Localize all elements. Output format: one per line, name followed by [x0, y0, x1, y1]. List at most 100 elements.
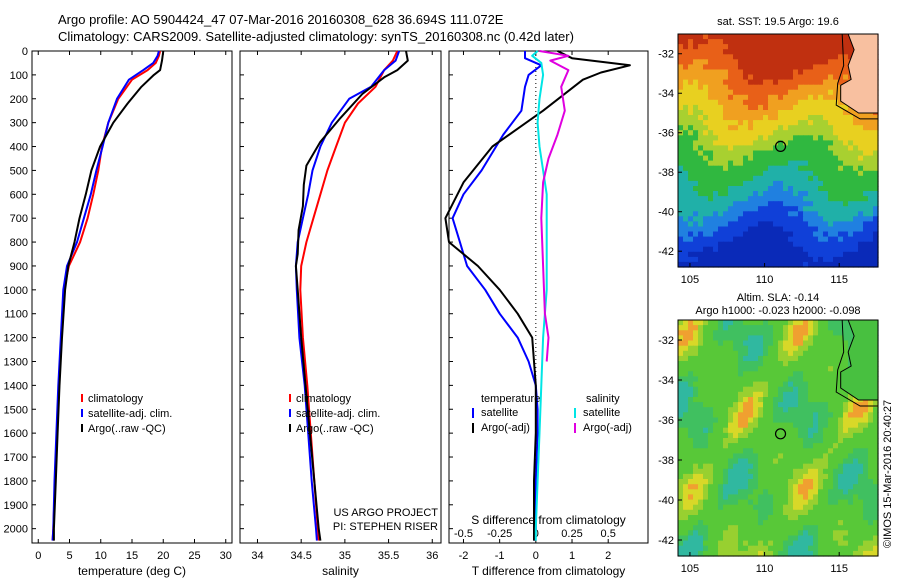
- sla-map-grid-cell: [753, 484, 759, 490]
- sla-map-grid-cell: [803, 407, 809, 413]
- sst-map-grid-cell: [768, 135, 774, 141]
- sst-map-grid-cell: [733, 39, 739, 45]
- sst-map-grid-cell: [713, 231, 719, 238]
- sla-map-grid-cell: [783, 422, 789, 429]
- sla-map-grid-cell: [793, 540, 799, 547]
- sla-map-grid-cell: [798, 381, 804, 388]
- sla-map-grid-cell: [783, 320, 789, 326]
- sla-map-grid-cell: [843, 515, 849, 521]
- sla-map-grid-cell: [683, 427, 689, 434]
- salinity-project-annotation: PI: STEPHEN RISER: [333, 521, 438, 533]
- sla-map-grid-cell: [788, 350, 794, 357]
- sst-map-grid-cell: [798, 261, 804, 268]
- sla-map-grid-cell: [798, 443, 804, 449]
- sst-map-grid-cell: [843, 49, 849, 55]
- sla-map-grid-cell: [748, 438, 754, 444]
- sla-map-grid-cell: [723, 350, 729, 357]
- sst-map-grid-cell: [828, 246, 834, 253]
- sla-map-grid-cell: [713, 489, 719, 495]
- sla-map-grid-cell: [803, 432, 809, 439]
- sst-map-grid-cell: [808, 110, 814, 116]
- sla-map-grid-cell: [818, 340, 824, 347]
- sst-map-grid-cell: [813, 155, 819, 162]
- sst-map-grid-cell: [678, 140, 684, 147]
- sla-map-grid-cell: [743, 350, 749, 357]
- sla-map-grid-cell: [733, 335, 739, 342]
- sst-map-grid-cell: [843, 201, 849, 207]
- sst-map-grid-cell: [713, 99, 719, 106]
- sst-map-grid-cell: [688, 201, 694, 207]
- sla-map-grid-cell: [768, 330, 774, 336]
- sst-map-grid-cell: [843, 211, 849, 217]
- sst-map-grid-cell: [813, 201, 819, 207]
- sst-map-grid-cell: [753, 160, 759, 167]
- sla-map-grid-cell: [683, 402, 689, 408]
- sst-map-grid-cell: [753, 180, 759, 187]
- sla-map-grid-cell: [783, 525, 789, 531]
- sla-map-grid-cell: [733, 402, 739, 408]
- sla-map-grid-cell: [783, 515, 789, 521]
- sst-map-grid-cell: [723, 104, 729, 111]
- sst-map-grid-cell: [833, 94, 839, 101]
- sst-map-grid-cell: [758, 155, 764, 162]
- sla-map-grid-cell: [693, 376, 699, 383]
- sst-map-grid-cell: [758, 256, 764, 263]
- sla-map-grid-cell: [678, 391, 684, 398]
- sst-map-grid-cell: [743, 120, 749, 126]
- sst-map-grid-cell: [688, 59, 694, 65]
- sst-map-grid-cell: [693, 231, 699, 238]
- sst-map-grid-cell: [703, 110, 709, 116]
- sst-map-grid-cell: [798, 191, 804, 197]
- sst-map-grid-cell: [793, 39, 799, 45]
- temperature-legend-label: climatology: [88, 393, 144, 405]
- sst-map-grid-cell: [688, 94, 694, 101]
- sst-map-grid-cell: [693, 79, 699, 86]
- sst-map-grid-cell: [683, 165, 689, 172]
- sla-map-grid-cell: [738, 535, 744, 542]
- sla-map-grid-cell: [783, 355, 789, 362]
- sst-map-grid-cell: [698, 79, 704, 86]
- salinity-xtick-label: 35: [339, 550, 351, 562]
- sst-map-grid-cell: [698, 89, 704, 96]
- sla-map-grid-cell: [793, 504, 799, 511]
- sla-map-grid-cell: [693, 545, 699, 552]
- sla-map-grid-cell: [683, 345, 689, 352]
- sst-map-grid-cell: [738, 155, 744, 162]
- sla-map-grid-cell: [873, 525, 879, 531]
- sst-map-grid-cell: [768, 155, 774, 162]
- sla-map-grid-cell: [743, 386, 749, 393]
- sst-map-grid-cell: [808, 241, 814, 248]
- sla-map-grid-cell: [698, 499, 704, 506]
- sla-map-grid-cell: [808, 361, 814, 367]
- sst-map-grid-cell: [738, 39, 744, 45]
- sla-map-grid-cell: [873, 432, 879, 439]
- sst-map-grid-cell: [763, 206, 769, 212]
- difference-xtick-label: -1: [495, 550, 505, 562]
- sst-map-grid-cell: [768, 221, 774, 228]
- sst-map-grid-cell: [803, 241, 809, 248]
- sst-map-grid-cell: [758, 170, 764, 177]
- sla-map-grid-cell: [818, 427, 824, 434]
- sst-map-grid-cell: [813, 145, 819, 152]
- sla-map-grid-cell: [818, 448, 824, 454]
- sla-map-grid-cell: [688, 479, 694, 485]
- sla-map-grid-cell: [743, 535, 749, 542]
- sst-map-grid-cell: [808, 84, 814, 91]
- sst-map-grid-cell: [788, 211, 794, 217]
- sst-map-grid-cell: [818, 44, 824, 50]
- sst-map-grid-cell: [813, 115, 819, 121]
- sst-map-grid-cell: [873, 251, 879, 258]
- sst-map-grid-cell: [683, 120, 689, 126]
- sst-map-grid-cell: [703, 246, 709, 253]
- sst-map-grid-cell: [758, 231, 764, 238]
- sst-map-grid-cell: [768, 170, 774, 177]
- sst-map-grid-cell: [848, 54, 854, 60]
- sst-map-grid-cell: [718, 44, 724, 50]
- sla-map-grid-cell: [783, 432, 789, 439]
- sst-map-grid-cell: [713, 94, 719, 101]
- sla-map-grid-cell: [793, 499, 799, 506]
- sst-map-grid-cell: [853, 160, 859, 167]
- sla-map-grid-cell: [868, 473, 874, 480]
- sla-map-grid-cell: [863, 422, 869, 429]
- sla-map-grid-cell: [838, 366, 844, 372]
